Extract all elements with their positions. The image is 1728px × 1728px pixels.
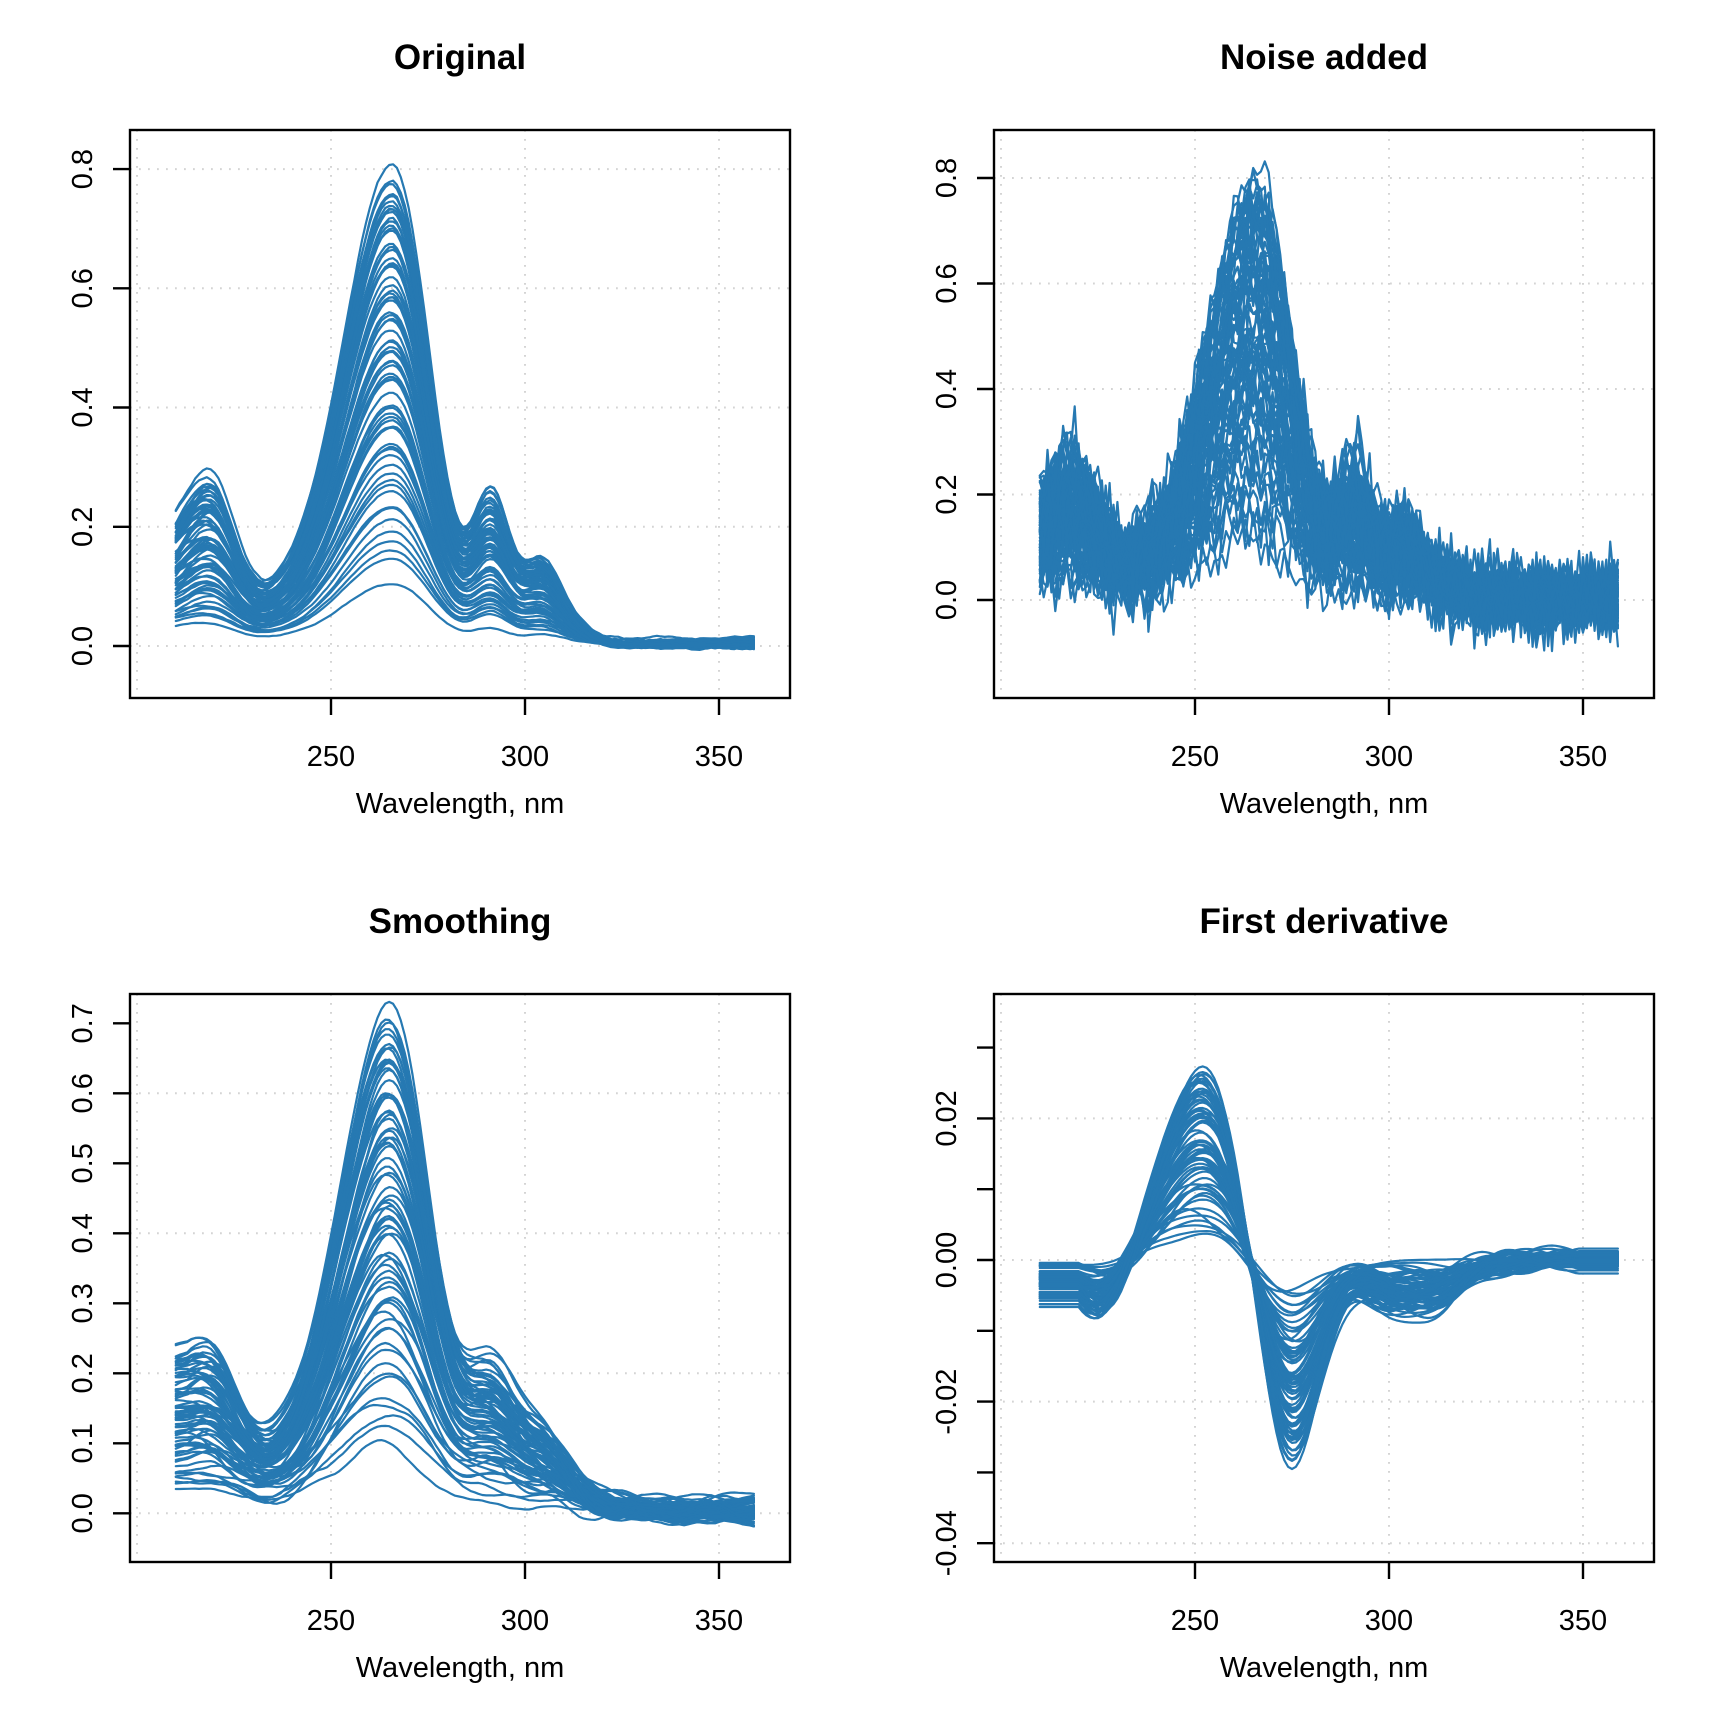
spectrum-line (174, 1414, 756, 1527)
panel-smoothing: 250 300 350 0.7 0.6 0.5 0.4 0.3 0.2 0.1 0.0 Smooth… (0, 864, 864, 1728)
spectrum-line (174, 1028, 756, 1522)
y-tick-label: 0.6 (67, 1073, 99, 1113)
y-tick-label: 0.2 (67, 507, 99, 547)
panel-original: 250 300 350 0.8 0.6 0.4 0.2 0.0 Original Wavele… (0, 0, 864, 864)
x-axis-title-smoothing: Wavelength, nm (355, 1652, 565, 1684)
x-tick-label: 250 (1171, 741, 1219, 773)
y-tick-label: -0.04 (931, 1510, 963, 1576)
spectrum-line (1038, 179, 1620, 624)
panel-first-derivative: 250 300 350 0.02 0.00 -0.02 -0.04 First deriva… (864, 864, 1728, 1728)
plot-area-first-derivative: 250 300 350 0.02 0.00 -0.02 -0.04 (931, 992, 1656, 1637)
y-tick-label: 0.2 (67, 1353, 99, 1393)
y-tick-label: 0.0 (67, 626, 99, 666)
spectrum-line (174, 1046, 756, 1520)
y-tick-label: 0.3 (67, 1283, 99, 1323)
spectrum-line (174, 1058, 756, 1520)
x-tick-label: 300 (501, 1605, 549, 1637)
plot-area-noise-added: 250 300 350 0.8 0.6 0.4 0.2 0.0 (931, 128, 1656, 773)
x-tick-label: 350 (695, 1605, 743, 1637)
y-tick-label: 0.4 (931, 369, 963, 409)
y-tick-label: 0.0 (67, 1493, 99, 1533)
plot-frame (128, 128, 792, 700)
panel-noise-added: 250 300 350 0.8 0.6 0.4 0.2 0.0 Noise added Wav… (864, 0, 1728, 864)
y-tick-label: 0.6 (931, 263, 963, 303)
y-tick-label: 0.7 (67, 1003, 99, 1043)
x-tick-label: 300 (1365, 1605, 1413, 1637)
plot-frame (128, 992, 792, 1564)
panel-title-original: Original (393, 38, 527, 77)
y-tick-label: 0.6 (67, 268, 99, 308)
x-tick-label: 350 (1559, 741, 1607, 773)
spectrum-line (174, 163, 756, 648)
x-tick-label: 350 (695, 741, 743, 773)
spectrum-line (1038, 1071, 1620, 1471)
x-tick-label: 350 (1559, 1605, 1607, 1637)
plot-area-smoothing: 250 300 350 0.7 0.6 0.5 0.4 0.3 0.2 0.1 0.0 (67, 992, 792, 1637)
y-tick-label: 0.5 (67, 1143, 99, 1183)
panel-title-noise-added: Noise added (1219, 38, 1429, 77)
spectrum-line (174, 1000, 756, 1515)
x-tick-label: 250 (1171, 1605, 1219, 1637)
plot-frame (992, 128, 1656, 700)
plot-frame (992, 992, 1656, 1564)
y-tick-label: 0.4 (67, 1213, 99, 1253)
y-tick-label: 0.8 (931, 158, 963, 198)
plot-area-original: 250 300 350 0.8 0.6 0.4 0.2 0.0 (67, 128, 792, 773)
spectrum-line (1038, 160, 1620, 629)
y-tick-label: 0.02 (931, 1090, 963, 1146)
y-tick-label: -0.02 (931, 1369, 963, 1435)
y-tick-label: 0.4 (67, 387, 99, 427)
y-tick-label: 0.1 (67, 1423, 99, 1463)
spectrum-line (174, 1061, 756, 1518)
y-tick-label: 0.0 (931, 580, 963, 620)
x-axis-title-noise-added: Wavelength, nm (1219, 788, 1429, 820)
panel-title-first-derivative: First derivative (1199, 902, 1449, 941)
spectrum-line (174, 1021, 756, 1527)
x-tick-label: 300 (501, 741, 549, 773)
spectrum-line (174, 1018, 756, 1515)
y-tick-label: 0.00 (931, 1232, 963, 1288)
x-axis-title-first-derivative: Wavelength, nm (1219, 1652, 1429, 1684)
y-tick-label: 0.2 (931, 474, 963, 514)
spectrum-line (174, 183, 756, 649)
x-tick-label: 250 (307, 1605, 355, 1637)
x-tick-label: 250 (307, 741, 355, 773)
x-tick-label: 300 (1365, 741, 1413, 773)
x-axis-title-original: Wavelength, nm (355, 788, 565, 820)
spectrum-line (1038, 1081, 1620, 1442)
panel-title-smoothing: Smoothing (368, 902, 552, 941)
y-tick-label: 0.8 (67, 149, 99, 189)
